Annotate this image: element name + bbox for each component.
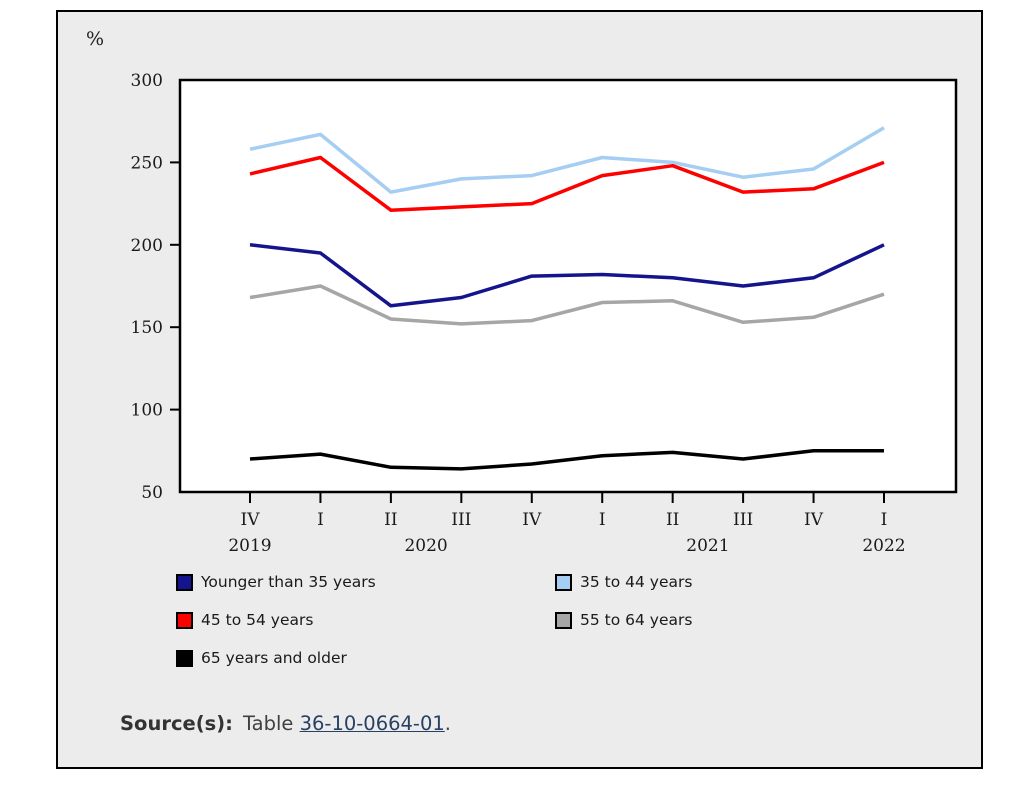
line-series: [249, 284, 885, 326]
legend-swatch-younger-35: [176, 573, 193, 591]
legend-item: 65 years and older: [176, 649, 376, 667]
y-axis-unit-label: %: [86, 28, 105, 50]
source-note: Source(s): Table 36-10-0664-01.: [120, 712, 451, 735]
source-text: Table: [242, 712, 300, 735]
x-tick-label: III: [451, 510, 471, 530]
legend-item: 45 to 54 years: [176, 611, 376, 629]
legend-swatch-65-older: [176, 649, 193, 667]
chart-panel: % 300 250 200 150 100 50 IV I II III IV I II III IV I 20…: [56, 10, 983, 769]
x-tick-label: IV: [522, 510, 542, 530]
x-year-label: 2021: [686, 536, 729, 556]
y-tick-label: 250: [131, 153, 163, 173]
plot-area: [178, 78, 958, 494]
legend-column-right: 35 to 44 years 55 to 64 years: [555, 573, 692, 649]
source-table-link[interactable]: 36-10-0664-01: [299, 712, 445, 735]
x-year-label: 2019: [228, 536, 271, 556]
y-tick-label: 50: [141, 483, 163, 503]
legend-label: 55 to 64 years: [580, 611, 693, 629]
legend-swatch-55-64: [555, 611, 572, 629]
y-tick-label: 100: [131, 401, 163, 421]
x-tick-label: I: [881, 510, 888, 530]
legend-label: 45 to 54 years: [201, 611, 314, 629]
legend-item: 55 to 64 years: [555, 611, 692, 629]
legend-column-left: Younger than 35 years 45 to 54 years 65 …: [176, 573, 376, 687]
y-tick-label: 200: [131, 236, 163, 256]
legend-swatch-45-54: [176, 611, 193, 629]
line-series: [249, 155, 885, 212]
x-tick-label: IV: [804, 510, 824, 530]
x-tick-label: II: [384, 510, 397, 530]
line-series: [249, 449, 884, 471]
y-tick-label: 300: [131, 71, 163, 91]
legend-label: 65 years and older: [201, 649, 347, 667]
x-tick-label: I: [317, 510, 324, 530]
source-label: Source(s):: [120, 712, 233, 735]
x-tick-label: IV: [241, 510, 261, 530]
source-period: .: [444, 712, 451, 735]
line-series: [249, 126, 885, 194]
x-tick-label: II: [666, 510, 679, 530]
y-tick-label: 150: [131, 318, 163, 338]
legend-label: Younger than 35 years: [201, 573, 376, 591]
legend-swatch-35-44: [555, 573, 572, 591]
x-tick-label: I: [599, 510, 606, 530]
x-year-label: 2020: [404, 536, 447, 556]
legend-item: Younger than 35 years: [176, 573, 376, 591]
x-tick-label: III: [733, 510, 753, 530]
legend-label: 35 to 44 years: [580, 573, 693, 591]
line-series: [249, 243, 885, 308]
x-year-label: 2022: [862, 536, 905, 556]
legend-item: 35 to 44 years: [555, 573, 692, 591]
